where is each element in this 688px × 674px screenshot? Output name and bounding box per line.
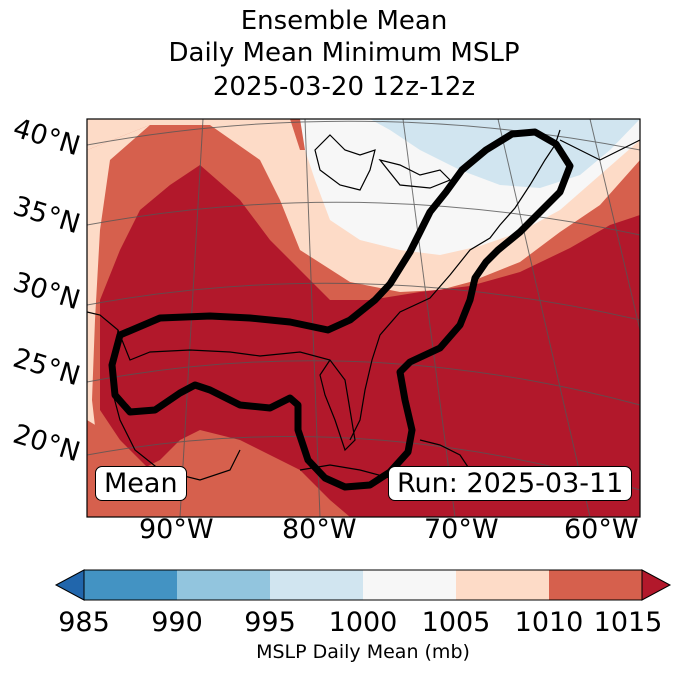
colorbar-tick-1005: 1005 [421, 607, 491, 638]
colorbar [54, 569, 672, 601]
mslp-field-1015 [100, 165, 640, 517]
lon-label-90: 90°W [139, 514, 214, 545]
mslp-field-995 [370, 119, 640, 188]
colorbar-tick-985: 985 [58, 607, 110, 638]
colorbar-tick-1010: 1010 [514, 607, 584, 638]
colorbar-tick-1015: 1015 [593, 607, 663, 638]
title-line-3: 2025-03-20 12z-12z [212, 72, 476, 102]
map-panel [87, 119, 640, 517]
lon-label-80: 80°W [282, 514, 357, 545]
title-line-2: Daily Mean Minimum MSLP [168, 38, 520, 68]
mean-label-box: Mean [95, 466, 187, 501]
map-frame [86, 118, 641, 518]
colorbar-tick-990: 990 [151, 607, 203, 638]
mslp-contour [108, 128, 574, 491]
colorbar-tick-995: 995 [244, 607, 296, 638]
colorbar-tick-1000: 1000 [328, 607, 398, 638]
run-date-box: Run: 2025-03-11 [388, 466, 633, 501]
lon-label-70: 70°W [424, 514, 499, 545]
lon-label-60: 60°W [564, 514, 639, 545]
colorbar-label: MSLP Daily Mean (mb) [256, 641, 470, 663]
title-line-1: Ensemble Mean [240, 6, 448, 36]
